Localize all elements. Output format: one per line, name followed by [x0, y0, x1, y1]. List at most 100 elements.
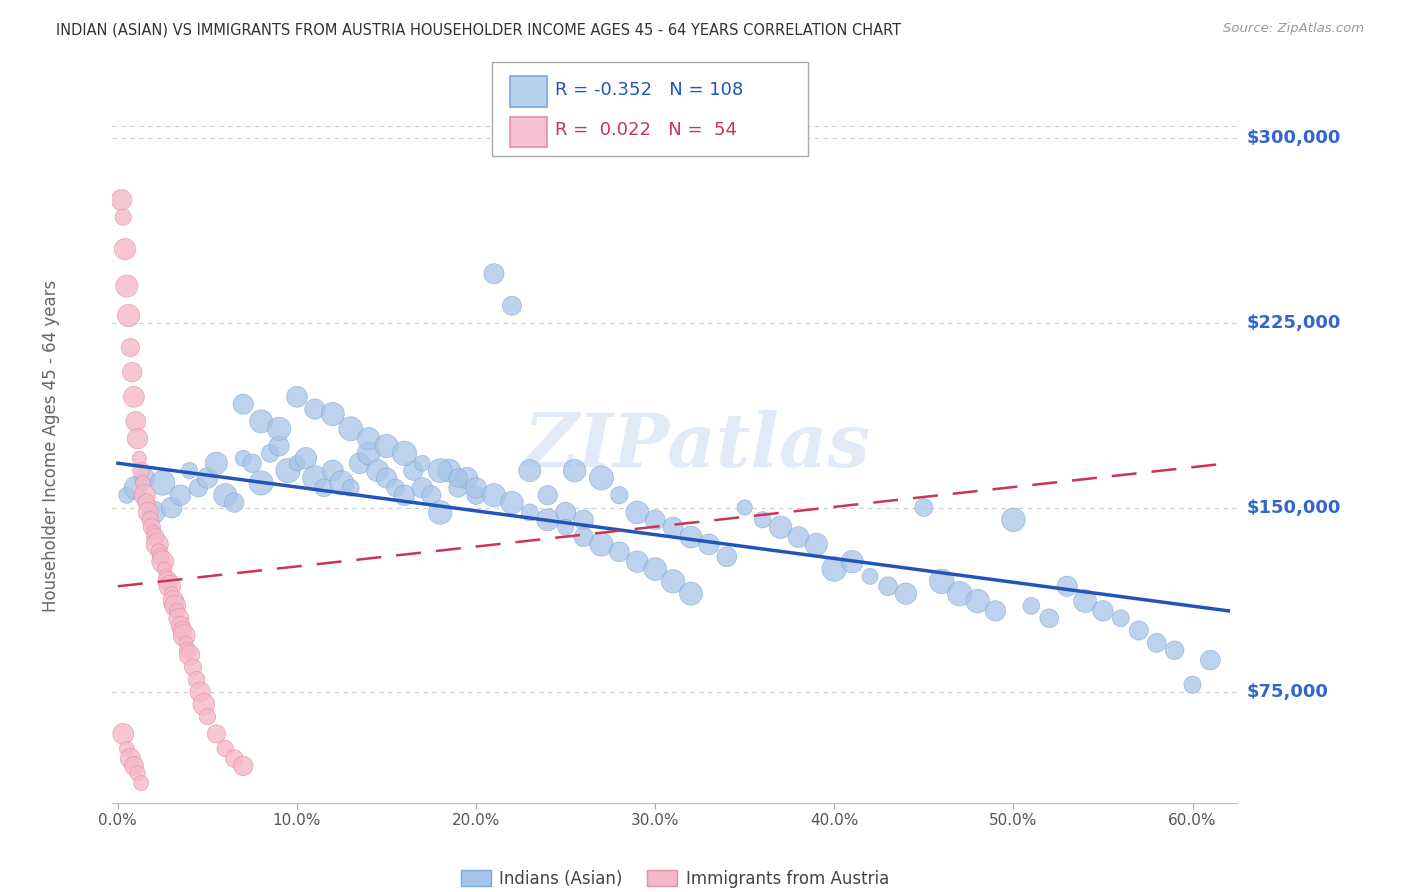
Point: [304, 402, 326, 417]
Point: [894, 587, 917, 601]
Point: [267, 422, 290, 436]
Point: [1181, 678, 1204, 692]
Point: [179, 648, 201, 662]
Point: [115, 279, 138, 293]
Point: [1128, 624, 1150, 638]
Point: [751, 513, 773, 527]
Point: [456, 471, 478, 485]
Point: [127, 432, 149, 446]
Point: [145, 530, 167, 544]
Point: [141, 520, 163, 534]
Point: [1199, 653, 1222, 667]
Point: [162, 594, 184, 608]
Text: $75,000: $75,000: [1246, 683, 1329, 701]
Point: [169, 488, 191, 502]
Point: [134, 471, 156, 485]
Point: [429, 464, 451, 478]
Point: [394, 446, 416, 460]
Point: [411, 481, 433, 495]
Point: [240, 456, 263, 470]
Point: [160, 500, 183, 515]
Point: [823, 562, 845, 576]
Point: [697, 537, 720, 551]
Text: R =  0.022   N =  54: R = 0.022 N = 54: [555, 121, 737, 139]
Point: [205, 727, 228, 741]
Point: [716, 549, 738, 564]
Point: [224, 495, 246, 509]
Point: [1163, 643, 1185, 657]
Point: [169, 618, 191, 632]
Point: [501, 495, 523, 509]
Point: [662, 574, 685, 589]
Point: [146, 537, 169, 551]
Point: [626, 555, 648, 569]
Point: [232, 451, 254, 466]
Point: [1146, 636, 1168, 650]
Point: [806, 537, 828, 551]
Point: [447, 471, 470, 485]
Point: [193, 698, 215, 712]
Point: [187, 481, 209, 495]
Point: [159, 579, 181, 593]
Point: [1038, 611, 1060, 625]
Point: [877, 579, 900, 593]
Text: $225,000: $225,000: [1246, 314, 1340, 332]
Text: INDIAN (ASIAN) VS IMMIGRANTS FROM AUSTRIA HOUSEHOLDER INCOME AGES 45 - 64 YEARS : INDIAN (ASIAN) VS IMMIGRANTS FROM AUSTRI…: [56, 22, 901, 37]
Point: [519, 464, 541, 478]
Point: [1002, 513, 1025, 527]
Point: [949, 587, 972, 601]
Point: [179, 464, 201, 478]
Point: [626, 505, 648, 519]
Text: Source: ZipAtlas.com: Source: ZipAtlas.com: [1223, 22, 1364, 36]
Point: [232, 759, 254, 773]
Point: [465, 481, 488, 495]
Point: [367, 464, 389, 478]
Point: [420, 488, 443, 502]
Text: $150,000: $150,000: [1246, 499, 1340, 516]
Point: [166, 604, 188, 618]
Point: [177, 643, 200, 657]
Point: [139, 513, 162, 527]
Point: [122, 390, 145, 404]
Point: [609, 545, 631, 559]
Point: [519, 505, 541, 519]
Point: [1109, 611, 1132, 625]
Point: [132, 475, 155, 490]
Point: [120, 341, 142, 355]
Point: [357, 432, 380, 446]
Point: [250, 414, 273, 428]
Point: [112, 210, 135, 224]
Point: [127, 766, 149, 780]
Point: [117, 309, 139, 323]
Point: [1021, 599, 1043, 613]
Point: [181, 660, 204, 674]
Point: [125, 414, 148, 428]
Point: [186, 673, 208, 687]
Point: [572, 530, 595, 544]
Point: [357, 446, 380, 460]
Point: [224, 751, 246, 765]
Point: [142, 505, 165, 519]
Point: [152, 555, 174, 569]
Point: [375, 471, 398, 485]
Point: [1091, 604, 1114, 618]
Point: [554, 505, 576, 519]
Legend: Indians (Asian), Immigrants from Austria: Indians (Asian), Immigrants from Austria: [454, 863, 896, 892]
Point: [135, 495, 157, 509]
Point: [931, 574, 953, 589]
Point: [121, 365, 143, 379]
Point: [129, 776, 152, 790]
Point: [411, 456, 433, 470]
Point: [115, 488, 138, 502]
Point: [501, 299, 523, 313]
Point: [482, 488, 505, 502]
Point: [644, 562, 666, 576]
Text: ZIPatlas: ZIPatlas: [524, 409, 870, 483]
Point: [912, 500, 935, 515]
Point: [112, 727, 135, 741]
Text: R = -0.352   N = 108: R = -0.352 N = 108: [555, 80, 744, 98]
Point: [125, 481, 148, 495]
Point: [591, 471, 613, 485]
Point: [167, 611, 190, 625]
Point: [322, 407, 344, 421]
